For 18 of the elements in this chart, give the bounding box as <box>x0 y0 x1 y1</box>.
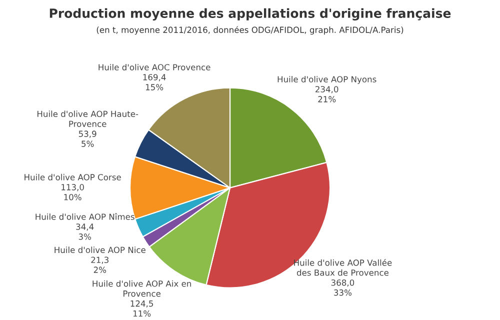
slice-label: Huile d'olive AOP Nîmes <box>36 213 134 220</box>
chart-subtitle: (en t, moyenne 2011/2016, données ODG/AFIDOL, graph. AFIDOL/A.Paris) <box>96 26 404 35</box>
chart-title: Production moyenne des appellations d'origine française <box>50 8 451 20</box>
data-label: 234,0 21% <box>316 86 338 102</box>
data-label: 21,3 2% <box>91 256 108 273</box>
slice-label: Huile d'olive AOP Nice <box>54 246 146 254</box>
slice-label: Huile d'olive AOP Aix en Provence <box>92 280 191 297</box>
data-label: 113,0 10% <box>62 184 84 200</box>
slice-label: Huile d'olive AOP Corse <box>24 174 121 180</box>
slice-label: Huile d'olive AOC Provence <box>98 64 210 70</box>
data-label: 169,4 15% <box>143 74 166 90</box>
slice-label: Huile d'olive AOP Vallée des Baux de Provence <box>294 259 392 276</box>
data-label: 34,4 3% <box>76 224 94 240</box>
slice-label: Huile d'olive AOP Haute- Provence <box>37 110 138 128</box>
data-label: 53,9 5% <box>78 130 96 147</box>
data-label: 368,0 33% <box>331 279 354 296</box>
slice-label: Huile d'olive AOP Nyons <box>278 76 376 84</box>
data-label: 124,5 11% <box>130 300 154 317</box>
